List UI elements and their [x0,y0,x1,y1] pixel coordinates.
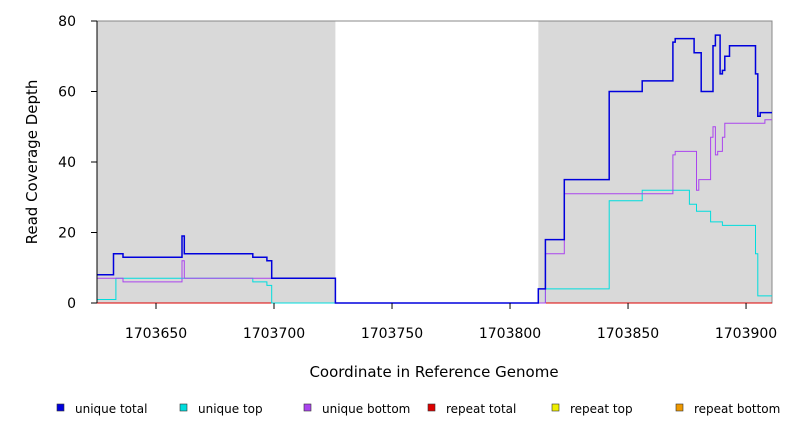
x-tick-label: 1703700 [243,326,305,342]
y-tick-label: 80 [58,14,76,30]
legend-label: repeat top [570,402,633,416]
legend: unique total unique top unique bottom repea… [56,402,780,416]
y-tick-label: 0 [67,296,76,312]
y-tick-label: 40 [58,155,76,171]
series-lines [97,34,772,304]
x-axis-title: Coordinate in Reference Genome [309,363,558,381]
x-tick-label: 1703750 [361,326,423,342]
series-line-unique-bottom [97,119,772,304]
x-tick-label: 1703800 [479,326,541,342]
legend-label: unique top [198,402,263,416]
shaded-regions [97,21,772,303]
y-tick-label: 60 [58,85,76,101]
legend-label: repeat bottom [694,402,780,416]
y-ticks: 0 20 40 60 80 [58,14,97,312]
legend-label: unique total [75,402,147,416]
y-axis-title: Read Coverage Depth [23,80,41,245]
shaded-region [97,21,336,303]
series-line-unique-total [97,34,772,304]
legend-swatch [427,403,436,412]
x-tick-label: 1703850 [597,326,659,342]
x-tick-label: 1703650 [125,326,187,342]
legend-label: unique bottom [322,402,410,416]
x-ticks: 1703650 1703700 1703750 1703800 1703850 17039… [125,303,777,342]
legend-swatch [179,403,188,412]
y-tick-label: 20 [58,226,76,242]
legend-swatch [675,403,684,412]
legend-swatch [303,403,312,412]
legend-swatch [56,403,65,412]
legend-label: repeat total [446,402,516,416]
x-tick-label: 1703900 [715,326,777,342]
legend-swatch [551,403,560,412]
shaded-region [538,21,772,303]
